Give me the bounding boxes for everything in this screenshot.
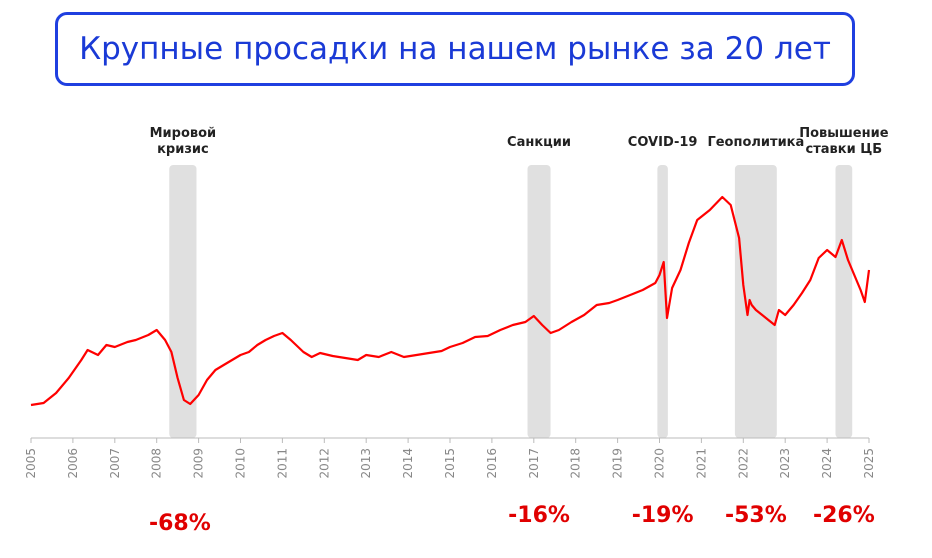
x-tick-label-2005: 2005 [24,448,38,479]
x-tick-label-2009: 2009 [192,448,206,479]
x-tick-label-2024: 2024 [820,448,834,479]
x-tick-label-2007: 2007 [108,448,122,479]
x-tick-label-2018: 2018 [569,448,583,479]
event-band-4 [835,165,853,438]
event-label-0-1: кризис [157,142,209,157]
event-label-4-0: Повышение [799,126,889,141]
event-band-3 [734,165,777,438]
event-label-2-0: COVID-19 [628,135,698,150]
event-band-1 [527,165,551,438]
x-tick-label-2025: 2025 [862,448,876,479]
event-label-3-0: Геополитика [707,135,804,150]
event-band-2 [657,165,668,438]
page-title: Крупные просадки на нашем рынке за 20 ле… [79,31,831,67]
x-tick-label-2013: 2013 [359,448,373,479]
x-tick-label-2021: 2021 [694,448,708,479]
x-tick-label-2015: 2015 [443,448,457,479]
x-tick-label-2016: 2016 [485,448,499,479]
x-tick-label-2020: 2020 [653,448,667,479]
x-tick-label-2022: 2022 [736,448,750,479]
x-tick-label-2010: 2010 [234,448,248,479]
x-tick-label-2019: 2019 [611,448,625,479]
event-label-0-0: Мировой [150,126,217,141]
x-tick-label-2008: 2008 [150,448,164,479]
drawdown-labels: -68% -16% -19% -53% -26% [149,503,875,536]
x-tick-label-2014: 2014 [401,448,415,479]
drawdown-label-1: -16% [508,503,570,528]
event-label-4-1: ставки ЦБ [806,142,883,157]
drawdown-label-0: -68% [149,511,211,536]
x-tick-label-2006: 2006 [66,448,80,479]
drawdown-label-2: -19% [632,503,694,528]
x-axis: 2005 2006 2007 2008 2009 2010 2011 2012 2013 2014… [24,437,876,479]
x-tick-label-2017: 2017 [527,448,541,479]
drawdown-label-4: -26% [813,503,875,528]
title-box: Крупные просадки на нашем рынке за 20 ле… [55,12,855,86]
drawdown-label-3: -53% [725,503,787,528]
x-tick-label-2011: 2011 [275,448,289,479]
event-label-1-0: Санкции [507,135,571,150]
series-group [30,195,871,407]
x-tick-label-2012: 2012 [317,448,331,479]
x-tick-label-2023: 2023 [778,448,792,479]
